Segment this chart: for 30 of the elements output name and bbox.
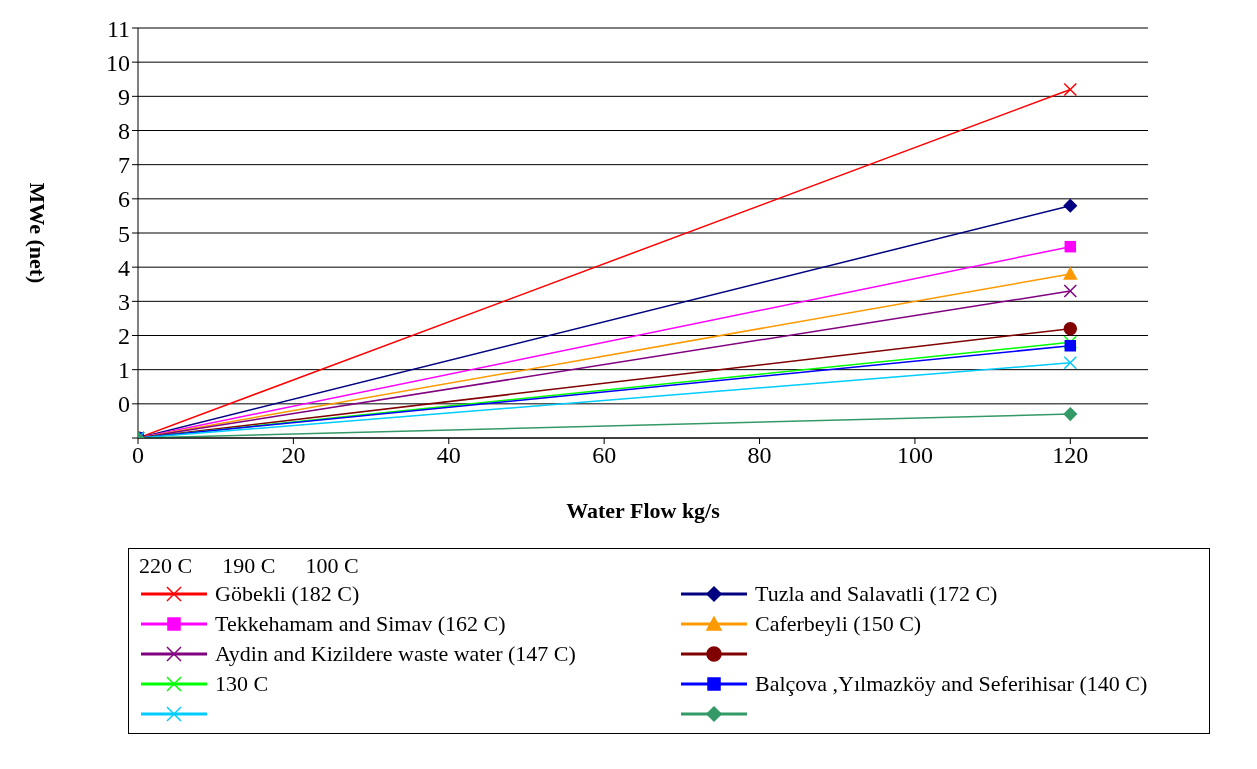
x-tick-label: 40: [436, 442, 461, 469]
text: 190 C: [222, 553, 276, 579]
x-tick-label: 20: [281, 442, 306, 469]
y-tick-label: 9: [118, 83, 130, 110]
y-tick-label: 5: [118, 220, 130, 247]
x-tick-label: 60: [592, 442, 617, 469]
legend-label: Aydin and Kizildere waste water (147 C): [215, 641, 576, 667]
text: 220 C: [139, 553, 193, 579]
y-tick-label: 4: [118, 254, 130, 281]
x-tick-label: 120: [1052, 442, 1089, 469]
legend-label: Tekkehamam and Simav (162 C): [215, 611, 506, 637]
legend-label: Tuzla and Salavatli (172 C): [755, 581, 998, 607]
legend-label: Göbekli (182 C): [215, 581, 360, 607]
text: 100 C: [305, 553, 359, 579]
legend-label: Caferbeyli (150 C): [755, 611, 922, 637]
y-tick-label: 3: [118, 288, 130, 315]
x-tick-label: 100: [896, 442, 933, 469]
legend-label: 130 C: [215, 671, 269, 697]
y-tick-label: 8: [118, 118, 130, 145]
y-tick-label: 2: [118, 323, 130, 350]
y-tick-label: 0: [118, 391, 130, 418]
y-tick-label: 10: [106, 49, 130, 76]
x-axis-title: Water Flow kg/s: [566, 498, 721, 523]
y-tick-label: 1: [118, 357, 130, 384]
y-tick-label: 6: [118, 186, 130, 213]
x-tick-label: 80: [747, 442, 772, 469]
legend-label: Balçova ,Yılmazköy and Seferihisar (140 C): [755, 671, 1148, 697]
y-tick-label: 7: [118, 152, 130, 179]
y-tick-label: 11: [106, 15, 130, 42]
y-axis-title: MWe (net): [25, 182, 51, 284]
